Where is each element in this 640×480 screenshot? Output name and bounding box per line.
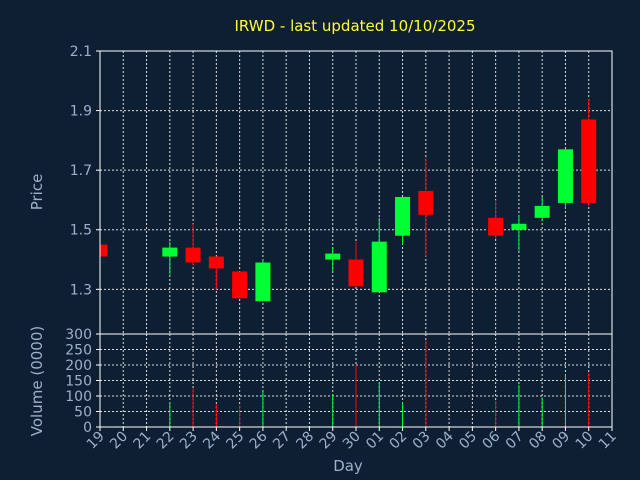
price-tick-label: 1.9	[70, 104, 92, 120]
x-tick-label: 03	[410, 429, 434, 453]
volume-tick-label: 250	[65, 343, 92, 359]
price-tick-label: 1.5	[70, 223, 92, 239]
x-tick-label: 11	[596, 429, 620, 453]
volume-bars	[169, 340, 590, 427]
price-grid	[100, 51, 612, 334]
volume-axis-label: Volume (0000)	[28, 326, 46, 436]
x-tick-label: 25	[224, 429, 248, 453]
volume-tick-label: 50	[74, 405, 92, 421]
candle-body	[348, 259, 364, 287]
candle-body	[232, 271, 248, 299]
x-ticks: 19 20 21 22 23 24 25 26 27 28 29 30 01 02 03 04 05 06 07 08…	[84, 427, 620, 452]
x-tick-label: 23	[177, 429, 201, 453]
candle-body	[162, 247, 178, 257]
candle-body	[395, 196, 411, 236]
x-tick-label: 28	[293, 429, 317, 453]
x-axis-label: Day	[333, 457, 363, 475]
x-tick-label: 06	[480, 428, 504, 452]
x-tick-label: 29	[317, 429, 341, 453]
candle-body	[557, 149, 573, 203]
candle-body	[418, 191, 434, 215]
candle-body	[511, 223, 527, 230]
candle-body	[255, 262, 271, 302]
x-tick-label: 22	[154, 429, 178, 453]
candle-body	[488, 217, 504, 236]
x-tick-label: 02	[386, 429, 410, 453]
x-tick-label: 27	[270, 429, 294, 453]
volume-tick-label: 100	[65, 389, 92, 405]
x-tick-label: 05	[456, 429, 480, 453]
volume-tick-label: 200	[65, 358, 92, 374]
volume-tick-label: 0	[83, 420, 92, 436]
price-tick-label: 1.3	[70, 282, 92, 298]
candle-body	[100, 244, 108, 257]
x-tick-label: 01	[363, 429, 387, 453]
price-tick-label: 2.1	[70, 44, 92, 60]
candle-body	[185, 247, 201, 263]
x-tick-label: 04	[433, 428, 457, 452]
candle-body	[581, 119, 597, 203]
price-axis-label: Price	[28, 174, 46, 211]
candles	[99, 98, 597, 302]
volume-tick-label: 300	[65, 327, 92, 343]
candle-body	[325, 253, 341, 260]
candle-body	[208, 256, 224, 269]
x-tick-label: 20	[107, 429, 131, 453]
plot-frames	[99, 50, 613, 428]
price-y-ticks: 2.1 1.9 1.7 1.5 1.3	[70, 44, 100, 298]
chart-title: IRWD - last updated 10/10/2025	[235, 17, 476, 35]
x-tick-label: 26	[247, 428, 271, 452]
volume-panel-frame	[99, 333, 613, 428]
x-tick-label: 09	[549, 429, 573, 453]
x-tick-label: 07	[503, 429, 527, 453]
x-tick-label: 08	[526, 429, 550, 453]
x-tick-label: 30	[340, 429, 364, 453]
candle-body	[371, 241, 387, 293]
price-tick-label: 1.7	[70, 163, 92, 179]
x-tick-label: 10	[573, 429, 597, 453]
x-tick-label: 21	[130, 429, 154, 453]
candle-body	[534, 205, 550, 218]
volume-tick-label: 150	[65, 374, 92, 390]
x-tick-label: 24	[200, 428, 224, 452]
